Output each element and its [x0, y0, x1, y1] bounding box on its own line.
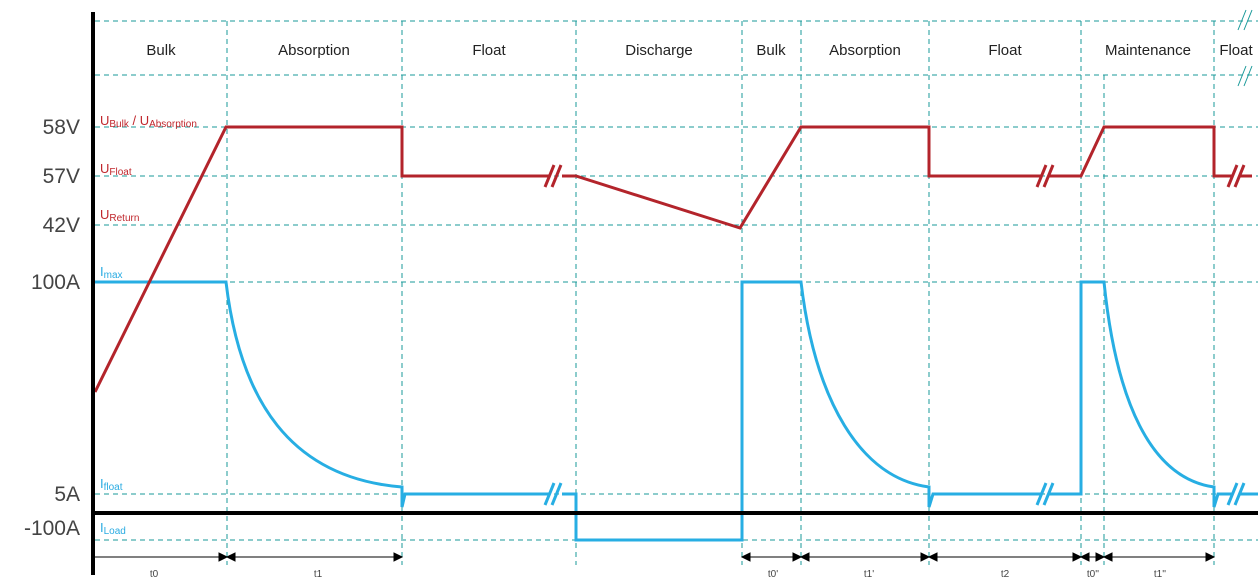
u-float-main: U [100, 161, 109, 176]
i-load-sub: Load [104, 526, 126, 537]
arrow-head [1072, 552, 1083, 562]
phase-label: Float [1219, 42, 1253, 59]
i-max-sub: max [104, 270, 123, 281]
break-marks [543, 9, 1253, 506]
time-label: t2 [1001, 569, 1010, 580]
arrow-head [225, 552, 236, 562]
arrow-head [792, 552, 803, 562]
phase-label: Float [988, 42, 1022, 59]
arrow-head [920, 552, 931, 562]
v-bulk-level-label: 58V [43, 116, 80, 139]
current-waveform [95, 280, 1258, 542]
i-load-label: ILoad [100, 520, 126, 537]
time-label: t0' [768, 569, 778, 580]
arrow-head [1095, 552, 1106, 562]
time-label: t1 [314, 569, 323, 580]
i-float-level-label: 5A [54, 483, 80, 506]
phase-label: Float [472, 42, 506, 59]
time-label: t0'' [1087, 569, 1099, 580]
u-return-label: UReturn [100, 207, 139, 224]
time-labels: t0 t1 t0' t1' t2 t0'' t1'' [150, 569, 1166, 580]
phase-label: Absorption [829, 42, 901, 59]
time-label: t1' [864, 569, 874, 580]
u-absorption-main: U [140, 113, 149, 128]
u-float-sub: Float [109, 167, 131, 178]
v-float-level-label: 57V [43, 165, 80, 188]
u-separator: / [129, 113, 140, 128]
phase-headers: Bulk Absorption Float Discharge Bulk Abs… [146, 42, 1253, 59]
arrow-head [1079, 552, 1090, 562]
voltage-curve [93, 125, 1252, 393]
break-mark [1035, 164, 1055, 188]
i-load-level-label: -100A [24, 517, 80, 540]
arrow-head [393, 552, 404, 562]
break-mark [1237, 9, 1253, 31]
current-curve [95, 280, 1258, 542]
voltage-waveform [93, 125, 1252, 393]
time-label: t0 [150, 569, 159, 580]
arrow-head [927, 552, 938, 562]
break-mark [1035, 482, 1055, 506]
phase-label: Discharge [625, 42, 693, 59]
u-bulk-main: U [100, 113, 109, 128]
phase-label: Bulk [146, 42, 176, 59]
arrow-head [740, 552, 751, 562]
u-return-main: U [100, 207, 109, 222]
arrow-head [799, 552, 810, 562]
break-mark [543, 482, 563, 506]
break-mark [543, 164, 563, 188]
i-max-label: Imax [100, 264, 123, 281]
arrow-head [218, 552, 229, 562]
u-float-label: UFloat [100, 161, 132, 178]
level-labels: 58V 57V 42V 100A 5A -100A [24, 116, 80, 540]
i-max-main: I [100, 264, 104, 279]
i-load-main: I [100, 520, 104, 535]
break-mark [1226, 482, 1246, 506]
break-mark [1226, 164, 1246, 188]
time-label: t1'' [1154, 569, 1166, 580]
phase-label: Absorption [278, 42, 350, 59]
u-absorption-sub: Absorption [149, 119, 197, 130]
phase-label: Bulk [756, 42, 786, 59]
arrow-head [1102, 552, 1113, 562]
signal-labels: UBulk / UAbsorption UFloat UReturn Imax … [100, 113, 197, 537]
v-return-level-label: 42V [43, 214, 80, 237]
phase-label: Maintenance [1105, 42, 1191, 59]
time-arrows [95, 552, 1216, 562]
break-mark [1237, 65, 1253, 87]
i-float-sub: float [104, 482, 123, 493]
u-bulk-absorption-label: UBulk / UAbsorption [100, 113, 197, 130]
u-return-sub: Return [109, 213, 139, 224]
arrow-head [1205, 552, 1216, 562]
i-float-main: I [100, 476, 104, 491]
i-max-level-label: 100A [31, 271, 80, 294]
u-bulk-sub: Bulk [109, 119, 129, 130]
i-float-label: Ifloat [100, 476, 123, 493]
